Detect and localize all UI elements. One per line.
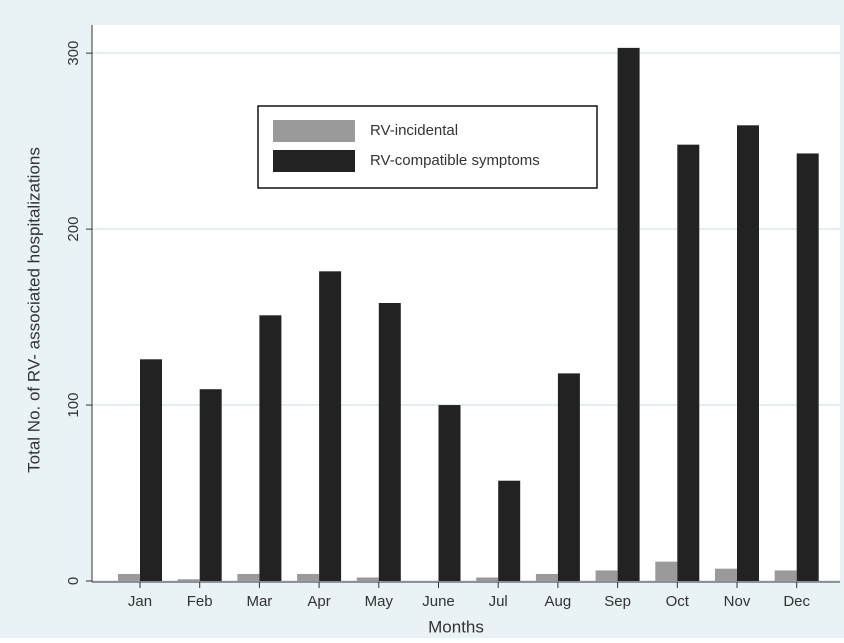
y-axis-label: Total No. of RV- associated hospitalizat… xyxy=(24,147,43,473)
bar xyxy=(259,315,282,581)
legend-swatch xyxy=(273,120,355,142)
bar xyxy=(677,144,700,581)
legend-label: RV-compatible symptoms xyxy=(370,152,540,169)
bar xyxy=(438,405,461,581)
x-tick-label: May xyxy=(365,593,394,610)
bar xyxy=(796,153,819,581)
legend-label: RV-incidental xyxy=(370,122,458,139)
x-tick-label: Mar xyxy=(246,593,272,610)
bar xyxy=(655,561,678,581)
bar xyxy=(535,573,558,581)
bar xyxy=(617,47,640,582)
bar xyxy=(177,579,200,581)
bar xyxy=(356,577,379,581)
bar xyxy=(378,303,401,581)
x-tick-label: Oct xyxy=(666,593,690,610)
bar xyxy=(557,373,580,581)
x-axis-label: Months xyxy=(428,617,484,636)
bar xyxy=(237,573,260,581)
x-tick-label: Dec xyxy=(783,593,810,610)
bar xyxy=(140,359,162,581)
x-tick-label: Sep xyxy=(604,593,631,610)
x-tick-label: Jul xyxy=(489,593,508,610)
bar xyxy=(774,570,797,581)
x-tick-label: Nov xyxy=(724,593,751,610)
x-tick-label: June xyxy=(422,593,455,610)
bar xyxy=(737,125,759,581)
legend-swatch xyxy=(273,150,355,172)
y-tick-label: 100 xyxy=(65,393,82,418)
y-tick-label: 0 xyxy=(65,577,82,585)
bar xyxy=(595,570,618,581)
bar xyxy=(476,577,499,581)
bar xyxy=(319,271,342,581)
x-tick-label: Apr xyxy=(307,593,330,610)
bar xyxy=(498,480,521,581)
bar xyxy=(297,573,320,581)
x-tick-label: Jan xyxy=(128,593,152,610)
bar xyxy=(118,573,140,581)
x-tick-label: Aug xyxy=(545,593,572,610)
bar xyxy=(199,389,222,581)
legend-box xyxy=(257,105,598,189)
bar xyxy=(715,568,737,581)
x-tick-label: Feb xyxy=(187,593,213,610)
y-tick-label: 200 xyxy=(65,217,82,242)
y-tick-label: 300 xyxy=(65,41,82,66)
